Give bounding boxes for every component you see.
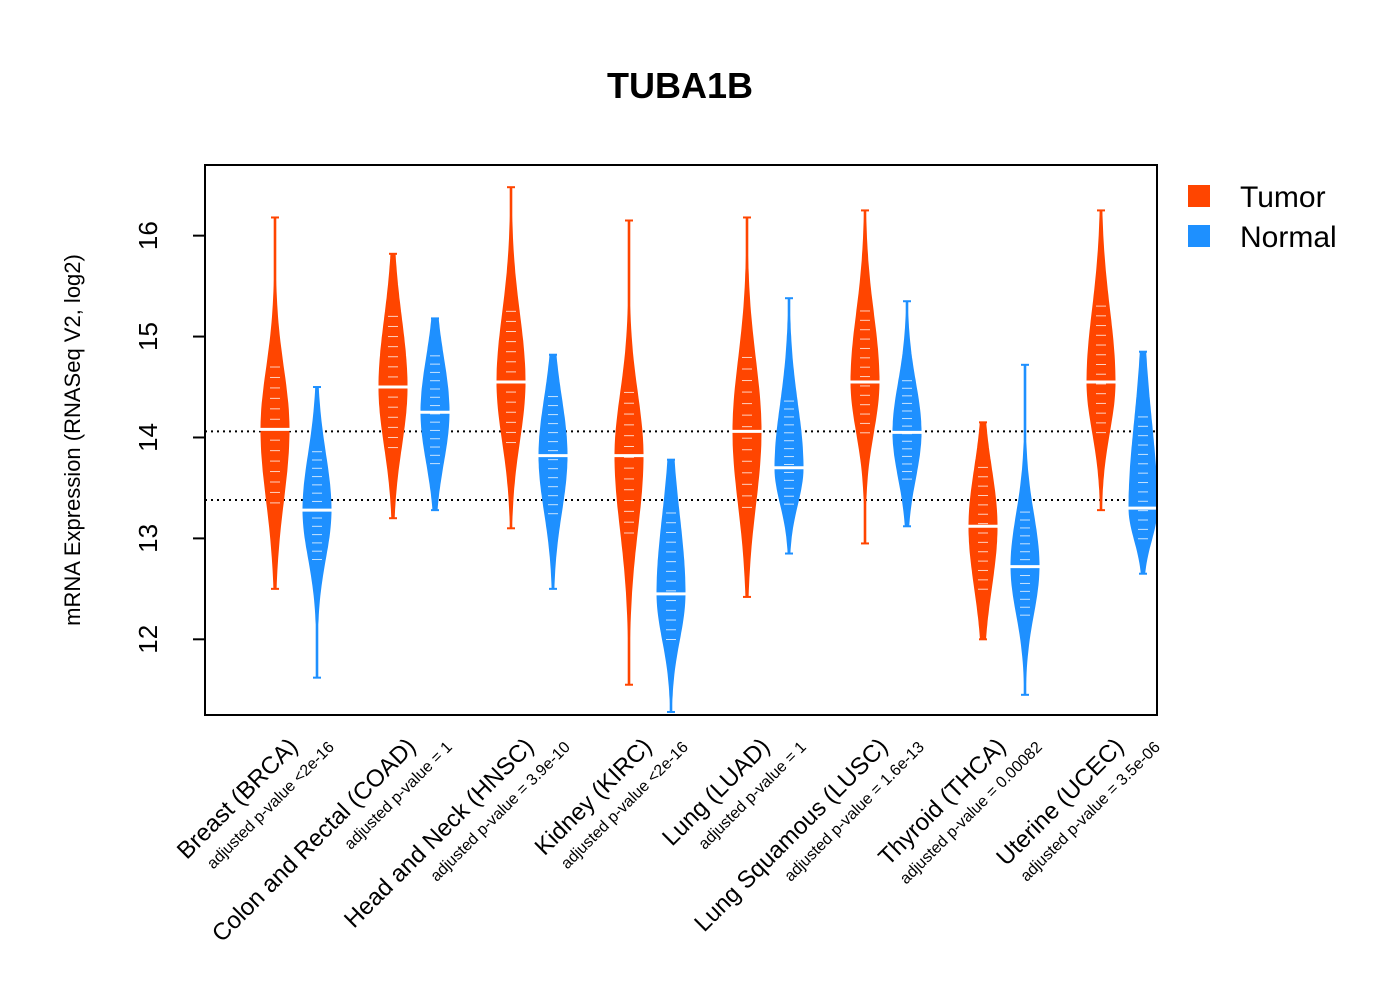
tumor-violin [732,217,762,598]
normal-violin [1128,351,1158,575]
legend-swatch-tumor [1188,185,1210,207]
x-axis-labels: Breast (BRCA)adjusted p-value <2e-16Colo… [172,733,1164,947]
legend-label-tumor: Tumor [1240,181,1326,214]
normal-violin [892,300,922,527]
tumor-violin [968,421,998,640]
tumor-violin [260,217,290,590]
violin-group [967,363,1041,696]
y-tick-label: 15 [133,322,163,351]
legend-label-normal: Normal [1240,221,1337,254]
y-axis: 12 13 14 15 16 [133,221,205,654]
y-tick-label: 14 [133,423,163,452]
reference-lines [205,430,1157,502]
violin-group [1085,209,1159,575]
tumor-violin [614,220,644,686]
normal-violin [774,297,804,554]
violin-group [377,252,451,520]
legend: Tumor Normal [1188,181,1337,254]
violin-group [849,209,923,545]
y-axis-label: mRNA Expression (RNASeq V2, log2) [60,254,85,626]
tumor-violin [496,186,526,529]
y-tick-label: 16 [133,221,163,250]
violin-groups [259,186,1159,713]
y-tick-label: 12 [133,625,163,654]
normal-violin [1010,364,1040,696]
violin-group [259,216,333,679]
normal-violin [538,354,568,590]
tumor-violin [1086,209,1116,511]
chart-title: TUBA1B [607,65,753,106]
normal-violin [656,459,686,713]
y-tick-label: 13 [133,524,163,553]
plot-frame [204,164,1158,716]
violin-group [731,216,805,598]
violin-group [613,219,687,713]
violin-group [495,186,569,590]
legend-swatch-normal [1188,225,1210,247]
